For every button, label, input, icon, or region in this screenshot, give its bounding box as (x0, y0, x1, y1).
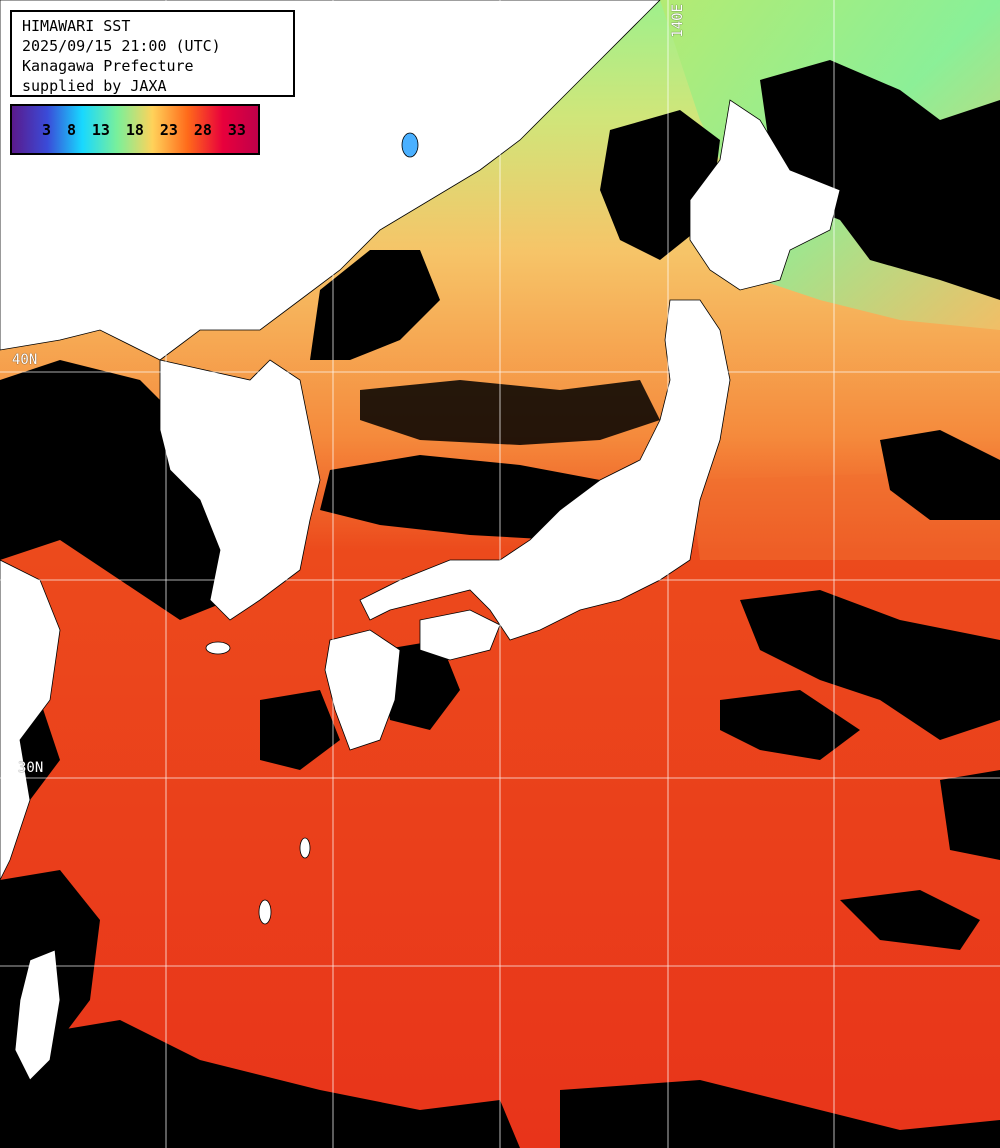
legend-value: 8 (66, 120, 76, 139)
legend-value: 28 (193, 120, 212, 139)
mainland-west (0, 559, 61, 881)
shikoku (419, 609, 501, 661)
kyushu (324, 629, 401, 751)
info-datetime: 2025/09/15 21:00 (UTC) (22, 37, 221, 55)
legend-value: 3 (41, 120, 51, 139)
lon-label-140e: 140E (670, 4, 686, 38)
info-title: HIMAWARI SST (22, 17, 131, 35)
hokkaido (689, 99, 841, 291)
taiwan (14, 949, 61, 1081)
color-legend: 3 8 13 18 23 28 33 (10, 104, 260, 155)
honshu (359, 299, 731, 641)
korean-peninsula (159, 359, 321, 621)
legend-value: 33 (227, 120, 246, 139)
lat-label-40n: 40N (12, 352, 38, 368)
legend-value: 13 (91, 120, 110, 139)
info-source: supplied by JAXA (22, 77, 167, 95)
legend-value: 23 (159, 120, 178, 139)
info-region: Kanagawa Prefecture (22, 57, 194, 75)
legend-value: 18 (125, 120, 144, 139)
lat-label-30n: 30N (18, 760, 44, 776)
cloud-cover (0, 60, 1000, 1148)
info-box: HIMAWARI SST 2025/09/15 21:00 (UTC) Kana… (10, 10, 295, 97)
